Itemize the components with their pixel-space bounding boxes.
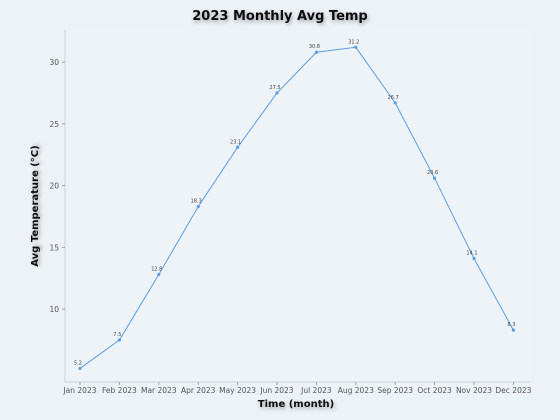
data-label: 7.5 — [113, 332, 121, 338]
data-point — [78, 366, 82, 371]
y-ticks: 10 15 20 25 30 — [49, 58, 65, 314]
y-tick-label: 15 — [49, 243, 59, 252]
data-point — [472, 256, 476, 261]
x-tick-label: Jan 2023 — [62, 386, 96, 395]
data-point — [314, 50, 318, 54]
series-line — [79, 46, 514, 369]
data-point — [275, 91, 279, 95]
x-axis-title: Time (month) — [258, 399, 334, 410]
data-label: 12.8 — [151, 267, 162, 273]
plot-area — [65, 30, 530, 382]
data-label: 27.5 — [269, 85, 280, 91]
data-point — [393, 101, 397, 105]
x-tick-label: Jun 2023 — [259, 386, 293, 395]
x-tick-label: Feb 2023 — [102, 386, 137, 395]
data-label: 30.8 — [309, 44, 320, 50]
data-label: 18.3 — [191, 199, 202, 205]
x-tick-label: Sep 2023 — [377, 386, 413, 395]
y-tick-label: 10 — [49, 305, 59, 314]
data-point — [433, 176, 437, 180]
x-tick-label: Mar 2023 — [141, 386, 177, 395]
x-tick-label: Jul 2023 — [300, 386, 332, 395]
data-point — [157, 272, 161, 277]
x-tick-label: Nov 2023 — [456, 386, 492, 395]
x-tick-label: Dec 2023 — [495, 386, 531, 395]
x-tick-label: Apr 2023 — [181, 386, 216, 395]
x-tick-label: May 2023 — [219, 386, 256, 395]
chart-title: 2023 Monthly Avg Temp — [192, 9, 367, 24]
x-tick-label: Oct 2023 — [417, 386, 452, 395]
data-label: 23.1 — [230, 139, 241, 145]
y-tick-label: 20 — [49, 182, 59, 191]
x-ticks: Jan 2023 Feb 2023 Mar 2023 Apr 2023 May 2023… — [62, 382, 532, 395]
y-tick-label: 25 — [49, 120, 59, 129]
data-label: 8.3 — [507, 322, 515, 328]
data-label: 26.7 — [388, 95, 399, 101]
data-point — [117, 338, 121, 342]
y-axis-title: Avg Temperature (°C) — [30, 145, 41, 266]
data-point — [236, 145, 240, 149]
y-tick-label: 30 — [49, 58, 59, 67]
data-label: 31.2 — [348, 39, 359, 45]
x-tick-label: Aug 2023 — [338, 386, 374, 395]
data-label: 14.1 — [466, 250, 477, 256]
data-point — [354, 45, 358, 49]
data-label: 20.6 — [427, 170, 438, 176]
data-label: 5.2 — [74, 360, 82, 366]
series-layer: 5.2 7.5 12.8 18.3 23.1 27.5 30.8 31.2 26.7 20.6 14… — [74, 39, 515, 371]
data-point — [196, 205, 200, 209]
data-point — [511, 328, 515, 332]
